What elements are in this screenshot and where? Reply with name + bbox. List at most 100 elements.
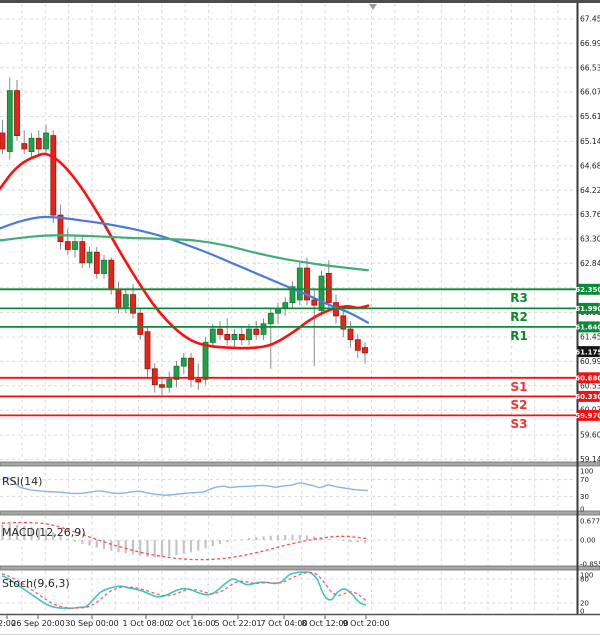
candle — [137, 307, 144, 340]
svg-text:60.330: 60.330 — [575, 393, 600, 401]
candle — [325, 260, 332, 308]
candle — [64, 228, 71, 255]
pane-separator — [0, 565, 600, 571]
time-axis-label: 7 Oct 04:00 — [260, 619, 307, 628]
price-badge-r3: 62.350 — [575, 283, 600, 295]
price-axis-label: 66.530 — [580, 63, 600, 72]
time-axis-label: 9 Oct 20:00 — [342, 619, 389, 628]
candle — [217, 321, 223, 340]
stoch-series — [1, 571, 367, 610]
candle — [14, 80, 20, 141]
stoch-axis-label: 0 — [580, 608, 584, 616]
time-axis-label: 2 Oct 16:00 — [168, 619, 215, 628]
stoch-d-line — [1, 571, 367, 609]
price-axis-label: 59.140 — [580, 455, 600, 464]
rsi-axis-label: 70 — [580, 476, 589, 484]
price-axis-label: 60.990 — [580, 357, 600, 366]
sr-lines — [0, 288, 577, 417]
ma-slow-green — [0, 234, 370, 272]
svg-text:62.350: 62.350 — [575, 286, 600, 294]
ma-mid-blue — [0, 215, 370, 324]
candle — [122, 289, 129, 314]
macd-series — [1, 521, 369, 561]
candle — [144, 326, 151, 377]
svg-text:61.990: 61.990 — [575, 305, 600, 313]
candle — [253, 321, 260, 340]
candle — [93, 246, 100, 279]
rsi-axis-label: 30 — [580, 493, 589, 501]
candle — [43, 125, 49, 155]
price-axis-badges: 62.350 61.990 61.640 60.680 60.330 59.970 61.1… — [575, 283, 600, 421]
price-axis-label: 65.140 — [580, 137, 600, 146]
rsi-line — [1, 477, 369, 496]
candle — [347, 321, 354, 348]
top-frame-bar — [0, 0, 600, 3]
rsi-axis-label: 0 — [580, 506, 584, 514]
candle — [188, 352, 194, 388]
price-badge-s3: 59.970 — [575, 409, 600, 421]
price-axis-label: 66.990 — [580, 39, 600, 48]
candle — [340, 310, 347, 337]
candle — [86, 246, 93, 269]
price-badge-r2: 61.990 — [575, 302, 600, 314]
svg-text:59.970: 59.970 — [575, 412, 600, 420]
price-axis-label: 63.760 — [580, 210, 600, 219]
stoch-axis-label: 80 — [580, 576, 589, 584]
pane-separator — [0, 510, 600, 516]
svg-text:61.640: 61.640 — [575, 324, 600, 332]
time-axis-label: 2:00 — [0, 619, 16, 628]
candle — [354, 334, 361, 359]
rsi-series — [1, 477, 369, 496]
price-axis-label: 64.220 — [580, 186, 600, 195]
price-axis-label: 67.450 — [580, 15, 600, 24]
candle — [173, 360, 180, 388]
time-axis-label: 5 Oct 22:01 — [214, 619, 261, 628]
price-axis-labels: 67.450 66.990 66.530 66.070 65.610 65.140 64.6… — [580, 15, 600, 616]
time-axis-label: 30 Sep 00:00 — [65, 619, 118, 628]
candle — [35, 130, 42, 155]
candle — [72, 236, 78, 258]
candle — [50, 130, 57, 224]
candle — [0, 119, 6, 155]
time-axis-label: 26 Sep 20:00 — [11, 619, 64, 628]
price-axis-label: 64.680 — [580, 161, 600, 170]
candle — [79, 236, 86, 269]
candle — [296, 262, 303, 306]
svg-text:60.680: 60.680 — [575, 375, 600, 383]
rsi-axis-label: 100 — [580, 468, 593, 476]
candle — [21, 130, 28, 155]
price-badge-s1: 60.680 — [575, 372, 600, 384]
current-price-badge: 61.175 — [575, 346, 600, 358]
candle — [231, 329, 238, 348]
price-axis-label: 59.600 — [580, 431, 600, 440]
stoch-k-line — [1, 571, 367, 610]
candle — [159, 376, 165, 396]
price-axis-label: 63.300 — [580, 235, 600, 244]
price-badge-r1: 61.640 — [575, 321, 600, 333]
time-axis-label: 1 Oct 08:00 — [122, 619, 169, 628]
candle — [304, 257, 310, 306]
candle — [166, 371, 173, 393]
svg-text:61.175: 61.175 — [575, 348, 600, 356]
candle — [260, 318, 267, 340]
candle — [57, 204, 64, 250]
price-axis-label: 61.450 — [580, 333, 600, 342]
candle — [6, 77, 13, 160]
candle — [289, 281, 296, 308]
ma-fast-red — [0, 152, 370, 350]
time-axis-label: 8 Oct 12:00 — [301, 619, 348, 628]
price-axis-label: 66.070 — [580, 88, 600, 97]
moving-averages — [0, 152, 370, 350]
price-axis-label: 60.530 — [580, 381, 600, 390]
stoch-axis-label: 20 — [580, 600, 589, 608]
price-axis-label: 65.610 — [580, 112, 600, 121]
gridlines — [0, 4, 577, 612]
candle — [238, 326, 245, 345]
candle — [275, 302, 281, 324]
candle — [224, 318, 231, 345]
candle — [28, 133, 35, 157]
macd-axis-label: 0.00 — [580, 537, 596, 545]
